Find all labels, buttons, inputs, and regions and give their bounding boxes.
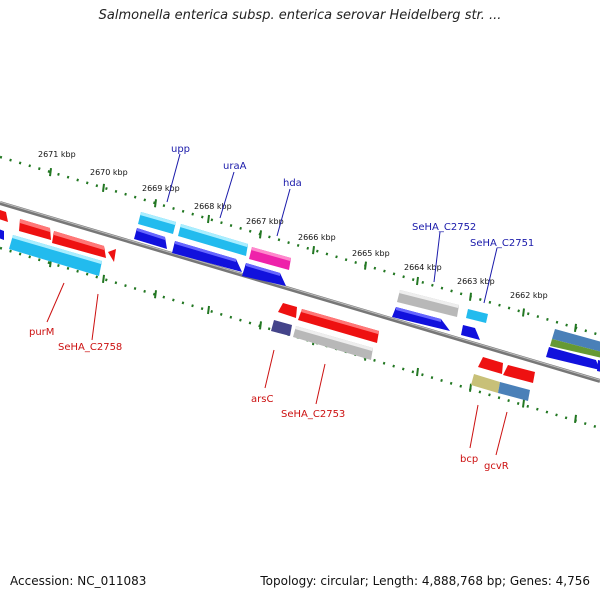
tick-label-2666: 2666 kbp	[298, 233, 336, 242]
outer-major-tick	[416, 276, 419, 286]
outer-major-tick	[49, 168, 52, 177]
gene-purM[interactable]	[9, 235, 102, 276]
gene-block-right[interactable]	[546, 329, 600, 372]
tick-label-2662: 2662 kbp	[510, 291, 548, 300]
outer-major-tick	[154, 199, 157, 208]
forward-labels: upp uraA hda SeHA_C2752 SeHA_C2751	[166, 144, 534, 304]
tick-label-2665: 2665 kbp	[352, 249, 390, 258]
map-title: Salmonella enterica subsp. enterica sero…	[98, 8, 502, 23]
topology-text: Topology: circular; Length: 4,888,768 bp…	[260, 574, 590, 588]
gene-SeHA_C2751[interactable]	[461, 309, 488, 340]
label-bcp[interactable]: bcp	[460, 454, 478, 465]
label-arsC[interactable]: arsC	[251, 394, 273, 405]
outer-major-tick	[522, 308, 525, 317]
label-uraA[interactable]: uraA	[223, 161, 247, 172]
tick-label-2670: 2670 kbp	[90, 168, 128, 177]
tick-label-2663: 2663 kbp	[457, 277, 495, 286]
gene-hda[interactable]	[242, 247, 291, 286]
inner-major-tick	[259, 321, 262, 330]
inner-major-tick	[154, 290, 157, 299]
genome-backbone	[0, 201, 600, 383]
inner-major-tick	[522, 399, 525, 408]
outer-major-tick	[574, 323, 577, 333]
gene-arsC[interactable]	[271, 303, 297, 336]
label-SeHA_C2753[interactable]: SeHA_C2753	[281, 409, 345, 420]
reverse-labels: purM SeHA_C2758 arsC SeHA_C2753 bcp gcvR	[29, 282, 509, 472]
gene-upp[interactable]	[134, 212, 176, 249]
outer-major-tick	[364, 261, 367, 270]
outer-major-tick	[207, 214, 210, 224]
gene-bcp[interactable]	[471, 357, 503, 393]
outer-tick-track	[0, 155, 600, 337]
outer-major-tick	[259, 230, 262, 239]
outer-major-tick	[469, 292, 472, 301]
tick-label-2669: 2669 kbp	[142, 184, 180, 193]
tick-label-2671: 2671 kbp	[38, 150, 76, 159]
tick-label-2667: 2667 kbp	[246, 217, 284, 226]
label-purM[interactable]: purM	[29, 327, 54, 338]
inner-major-tick	[469, 383, 472, 392]
gene-SeHA_C2758[interactable]	[108, 249, 116, 262]
tick-label-2664: 2664 kbp	[404, 263, 442, 272]
label-SeHA_C2752[interactable]: SeHA_C2752	[412, 222, 476, 233]
reverse-strand-genes	[9, 235, 535, 401]
tick-label-2668: 2668 kbp	[194, 202, 232, 211]
inner-major-tick	[207, 305, 210, 315]
inner-major-tick	[416, 367, 419, 377]
label-gcvR[interactable]: gcvR	[484, 461, 509, 472]
gene-gcvR[interactable]	[498, 365, 535, 401]
backbone-highlight	[0, 201, 600, 381]
gene-SeHA_C2753[interactable]	[293, 309, 379, 360]
outer-major-tick	[102, 183, 105, 192]
label-upp[interactable]: upp	[171, 144, 190, 155]
label-SeHA_C2751[interactable]: SeHA_C2751	[470, 238, 534, 249]
accession-text: Accession: NC_011083	[10, 574, 147, 588]
label-hda[interactable]: hda	[283, 178, 302, 189]
forward-strand-genes	[0, 208, 600, 372]
inner-major-tick	[102, 274, 105, 283]
gene-SeHA_C2752[interactable]	[392, 290, 459, 331]
inner-major-tick	[574, 414, 577, 424]
gene-uraA[interactable]	[172, 224, 248, 272]
label-SeHA_C2758[interactable]: SeHA_C2758	[58, 342, 122, 353]
outer-major-tick	[312, 246, 315, 255]
gene-block-left-red[interactable]	[0, 208, 106, 258]
